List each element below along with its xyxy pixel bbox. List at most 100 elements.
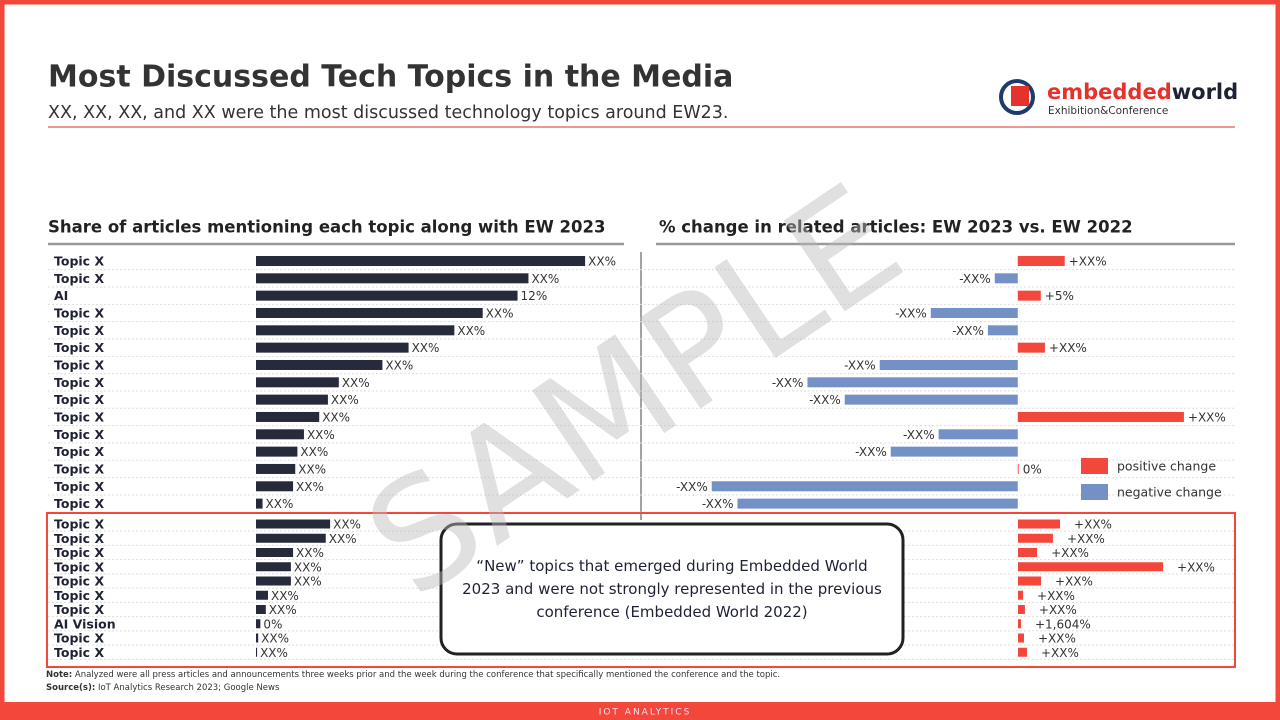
note: Note: Analyzed were all press articles a… bbox=[46, 670, 780, 680]
chart-heading: Share of articles mentioning each topic … bbox=[48, 218, 605, 237]
callout: “New” topics that emerged during Embedde… bbox=[462, 556, 882, 621]
category-label: Topic X bbox=[54, 409, 104, 424]
value-label: -XX% bbox=[895, 306, 927, 320]
value-label: XX% bbox=[296, 546, 324, 560]
bar bbox=[807, 377, 1018, 388]
value-label: +XX% bbox=[1074, 518, 1112, 532]
value-label: XX% bbox=[322, 410, 350, 424]
category-label: Topic X bbox=[54, 631, 104, 646]
value-label: +XX% bbox=[1067, 532, 1105, 546]
bar bbox=[1018, 633, 1024, 643]
logo-part: embedded bbox=[1047, 80, 1172, 104]
bar bbox=[256, 256, 586, 266]
bar bbox=[256, 590, 268, 600]
bar bbox=[256, 519, 331, 529]
logo: embeddedworld Exhibition&Conference bbox=[999, 79, 1238, 117]
category-label: Topic X bbox=[54, 559, 104, 574]
bar bbox=[1018, 562, 1164, 572]
category-label: AI Vision bbox=[54, 616, 116, 631]
value-label: XX% bbox=[294, 560, 322, 574]
category-label: Topic X bbox=[54, 340, 104, 355]
new-topics-box bbox=[46, 512, 1236, 668]
category-label: Topic X bbox=[54, 392, 104, 407]
note-text: Analyzed were all press articles and ann… bbox=[75, 670, 780, 680]
legend-label: negative change bbox=[1117, 485, 1222, 500]
category-label: Topic X bbox=[54, 254, 104, 269]
bar bbox=[256, 273, 529, 284]
value-label: XX% bbox=[457, 324, 485, 338]
bar bbox=[1018, 605, 1025, 614]
legend-label: positive change bbox=[1117, 459, 1216, 474]
chart-heading: % change in related articles: EW 2023 vs… bbox=[659, 218, 1133, 237]
category-label: Topic X bbox=[54, 427, 104, 442]
bar bbox=[256, 394, 328, 405]
value-label: XX% bbox=[412, 341, 440, 355]
value-label: XX% bbox=[260, 646, 288, 660]
value-label: -XX% bbox=[855, 445, 887, 459]
value-label: XX% bbox=[296, 480, 324, 494]
category-label: Topic X bbox=[54, 305, 104, 320]
bar bbox=[256, 446, 298, 457]
bar bbox=[1018, 533, 1053, 543]
value-label: 0% bbox=[1023, 462, 1042, 476]
category-label: Topic X bbox=[54, 496, 104, 511]
bar bbox=[844, 394, 1018, 405]
bar bbox=[1017, 411, 1184, 422]
value-label: -XX% bbox=[702, 497, 734, 511]
bar bbox=[1017, 463, 1019, 474]
category-label: Topic X bbox=[54, 479, 104, 494]
value-label: +XX% bbox=[1037, 589, 1075, 603]
value-label: 0% bbox=[263, 617, 282, 631]
legend-swatch bbox=[1081, 484, 1108, 500]
category-label: AI bbox=[54, 288, 68, 303]
value-label: XX% bbox=[307, 428, 335, 442]
bar bbox=[1018, 619, 1021, 629]
bar bbox=[987, 325, 1018, 336]
source-label: Source(s): bbox=[46, 683, 95, 693]
category-label: Topic X bbox=[54, 375, 104, 390]
value-label: -XX% bbox=[809, 393, 841, 407]
value-label: +5% bbox=[1045, 289, 1074, 303]
category-label: Topic X bbox=[54, 545, 104, 560]
category-label: Topic X bbox=[54, 444, 104, 459]
value-label: +XX% bbox=[1188, 410, 1226, 424]
bar bbox=[1018, 576, 1041, 586]
value-label: XX% bbox=[261, 632, 289, 646]
value-label: XX% bbox=[271, 589, 299, 603]
value-label: XX% bbox=[342, 376, 370, 390]
value-label: +XX% bbox=[1049, 341, 1087, 355]
category-label: Topic X bbox=[54, 645, 104, 660]
value-label: +XX% bbox=[1038, 632, 1076, 646]
logo-cube bbox=[1011, 86, 1029, 106]
value-label: XX% bbox=[300, 445, 328, 459]
source: Source(s): IoT Analytics Research 2023; … bbox=[46, 683, 280, 693]
value-label: XX% bbox=[486, 306, 514, 320]
note-label: Note: bbox=[46, 670, 72, 680]
bar bbox=[256, 342, 409, 353]
bar bbox=[256, 411, 320, 422]
bar bbox=[256, 562, 291, 572]
bar bbox=[938, 429, 1018, 440]
value-label: -XX% bbox=[903, 428, 935, 442]
value-label: XX% bbox=[298, 462, 326, 476]
bar bbox=[1017, 342, 1045, 353]
bar bbox=[890, 446, 1018, 457]
value-label: XX% bbox=[266, 497, 294, 511]
title: Most Discussed Tech Topics in the Media bbox=[48, 60, 733, 95]
footer-brand: IOT ANALYTICS bbox=[599, 708, 692, 718]
bar bbox=[256, 647, 258, 657]
category-label: Topic X bbox=[54, 517, 104, 532]
value-label: +XX% bbox=[1041, 646, 1079, 660]
bar bbox=[994, 273, 1018, 284]
bar bbox=[256, 548, 294, 557]
bar bbox=[256, 359, 383, 370]
logo-text: embeddedworld bbox=[1047, 80, 1238, 104]
bar bbox=[711, 481, 1018, 492]
bar bbox=[256, 498, 263, 509]
value-label: +XX% bbox=[1039, 603, 1077, 617]
category-label: Topic X bbox=[54, 323, 104, 338]
logo-ring bbox=[999, 79, 1035, 115]
footer-band bbox=[0, 702, 1280, 720]
